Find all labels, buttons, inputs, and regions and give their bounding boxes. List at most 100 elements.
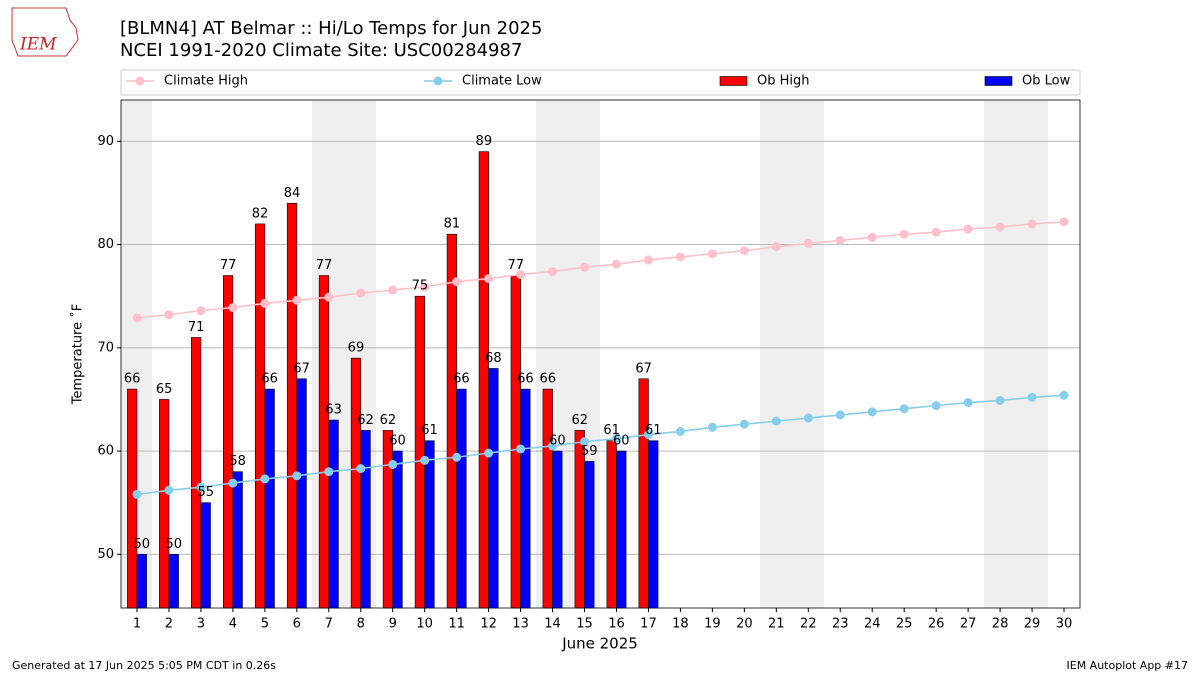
footer-right: IEM Autoplot App #17 — [1067, 659, 1189, 672]
line-marker — [643, 430, 653, 440]
data-label: 75 — [412, 279, 429, 294]
line-marker — [707, 422, 717, 432]
legend-label: Climate Low — [462, 74, 542, 89]
logo: IEM — [11, 7, 79, 57]
bar — [584, 461, 595, 609]
line-marker — [1059, 390, 1069, 400]
bar — [328, 419, 339, 609]
x-tick-label: 22 — [800, 617, 817, 632]
bar — [159, 399, 170, 609]
line — [136, 221, 1065, 319]
line-marker — [995, 395, 1005, 405]
data-label: 60 — [613, 434, 630, 449]
data-label: 65 — [156, 382, 173, 397]
bar — [286, 202, 298, 609]
bar — [296, 378, 307, 609]
x-tick-label: 30 — [1056, 617, 1073, 632]
x-tick-label: 17 — [640, 617, 657, 632]
bar — [446, 233, 457, 609]
line-marker — [995, 222, 1005, 232]
x-tick-label: 16 — [608, 617, 625, 632]
bar — [478, 151, 489, 609]
line-marker — [228, 478, 238, 488]
bar — [392, 450, 403, 609]
x-tick-label: 18 — [672, 617, 689, 632]
line-marker — [611, 259, 621, 269]
x-tick-label: 6 — [293, 617, 301, 632]
bar — [424, 440, 435, 609]
legend-swatch — [984, 76, 1013, 86]
x-tick-label: 13 — [512, 617, 529, 632]
line-marker — [484, 448, 494, 458]
data-label: 63 — [325, 403, 342, 418]
x-tick-label: 5 — [261, 617, 269, 632]
bar — [232, 471, 243, 609]
x-tick-label: 29 — [1024, 617, 1041, 632]
data-label: 61 — [421, 423, 438, 438]
y-tick-label: 90 — [97, 134, 114, 149]
legend-marker — [433, 76, 443, 86]
data-label: 77 — [508, 258, 525, 273]
line-marker — [1027, 392, 1037, 402]
line-marker — [867, 232, 877, 242]
data-label: 89 — [476, 134, 493, 149]
y-tick-label: 70 — [97, 340, 114, 355]
line-marker — [292, 471, 302, 481]
data-label: 50 — [134, 537, 151, 552]
line-marker — [324, 467, 334, 477]
line-marker — [835, 410, 845, 420]
data-label: 66 — [124, 372, 141, 387]
line-marker — [388, 459, 398, 469]
line-marker — [771, 416, 781, 426]
data-label: 81 — [444, 217, 461, 232]
plot-frame — [120, 99, 1081, 609]
line-marker — [452, 452, 462, 462]
x-tick-label: 26 — [928, 617, 945, 632]
x-tick-label: 21 — [768, 617, 785, 632]
bar — [168, 554, 179, 609]
bar — [648, 440, 659, 609]
line-marker — [835, 235, 845, 245]
bar — [638, 378, 649, 609]
weekend-band — [984, 100, 1048, 608]
x-tick-label: 9 — [389, 617, 397, 632]
data-label: 62 — [357, 413, 374, 428]
x-tick-label: 3 — [197, 617, 205, 632]
line-marker — [388, 285, 398, 295]
x-tick-label: 19 — [704, 617, 721, 632]
x-tick-label: 12 — [480, 617, 497, 632]
line-marker — [548, 441, 558, 451]
data-label: 71 — [188, 320, 205, 335]
bar — [222, 275, 234, 609]
weekend-band — [760, 100, 824, 608]
bar — [488, 368, 499, 609]
bar — [360, 430, 371, 609]
line-marker — [899, 229, 909, 239]
data-label: 66 — [517, 372, 534, 387]
line-marker — [420, 282, 430, 292]
line-marker — [260, 298, 270, 308]
line-marker — [1027, 219, 1037, 229]
bar — [456, 388, 467, 609]
x-tick-label: 4 — [229, 617, 237, 632]
data-label: 69 — [348, 341, 365, 356]
data-label: 62 — [380, 413, 397, 428]
data-label: 77 — [316, 258, 333, 273]
line-marker — [228, 303, 238, 313]
chart-subtitle: NCEI 1991-2020 Climate Site: USC00284987 — [120, 40, 522, 61]
data-label: 77 — [220, 258, 237, 273]
line-marker — [963, 398, 973, 408]
x-tick-label: 15 — [576, 617, 593, 632]
line-marker — [548, 266, 558, 276]
x-tick-label: 10 — [416, 617, 433, 632]
line-marker — [643, 255, 653, 265]
bar — [191, 337, 202, 609]
x-tick-label: 11 — [448, 617, 465, 632]
y-tick-label: 60 — [97, 444, 114, 459]
bar — [510, 275, 521, 609]
line-marker — [260, 474, 270, 484]
line-marker — [132, 313, 142, 323]
data-label: 61 — [603, 423, 620, 438]
line-marker — [675, 426, 685, 436]
line-marker — [516, 444, 526, 454]
